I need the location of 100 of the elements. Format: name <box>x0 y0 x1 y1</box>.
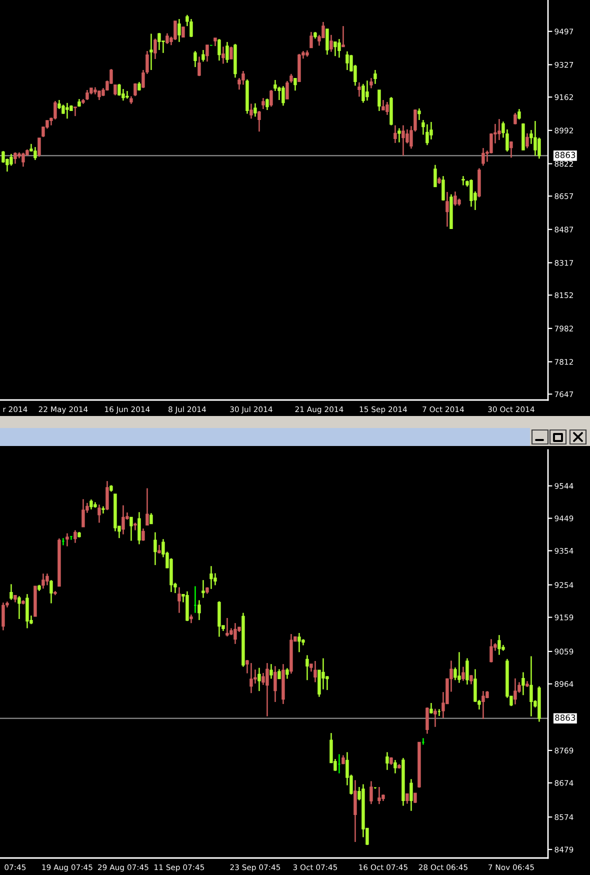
candlestick <box>210 565 213 590</box>
candlestick <box>202 579 205 598</box>
candlestick <box>398 128 401 143</box>
candlestick <box>230 46 233 60</box>
candlestick <box>150 33 153 71</box>
candlestick <box>154 532 157 566</box>
candlestick <box>258 667 261 692</box>
candlestick <box>482 690 485 720</box>
candlestick <box>98 504 101 524</box>
candlestick <box>74 106 77 117</box>
candlestick <box>178 586 181 614</box>
candlestick <box>222 46 225 64</box>
candlestick <box>426 706 429 734</box>
candlestick <box>470 674 473 685</box>
candlestick <box>510 140 513 158</box>
candlestick <box>462 175 465 186</box>
candlestick <box>262 672 265 686</box>
candlestick <box>278 668 281 680</box>
candlestick <box>306 654 309 681</box>
candlestick <box>514 112 517 125</box>
candlestick <box>82 498 85 528</box>
candlestick <box>218 38 221 62</box>
candlestick <box>182 26 185 38</box>
ref-line-label: 8863 <box>555 152 576 158</box>
candlestick <box>458 651 461 684</box>
candlestick <box>334 40 337 57</box>
candlestick <box>66 532 69 547</box>
candlestick <box>194 50 197 68</box>
candlestick <box>342 25 345 48</box>
candlestick <box>250 103 253 120</box>
candlestick <box>18 596 21 620</box>
candlestick <box>378 89 381 112</box>
candlestick <box>366 80 369 102</box>
candlestick <box>42 572 45 590</box>
candlestick <box>378 786 381 805</box>
candlestick <box>38 137 41 158</box>
candlestick <box>198 600 201 621</box>
candlestick <box>126 90 129 100</box>
candlestick <box>190 18 193 38</box>
candlestick <box>254 102 257 118</box>
candlestick <box>482 147 485 166</box>
candlestick <box>62 104 65 115</box>
candlestick <box>14 152 17 164</box>
candlestick <box>178 18 181 43</box>
candlestick <box>122 88 125 102</box>
candlestick <box>454 190 457 206</box>
candlestick <box>402 124 405 156</box>
candlestick <box>406 793 409 804</box>
candlestick <box>286 668 289 680</box>
candlestick <box>234 622 237 645</box>
candlestick <box>518 108 521 120</box>
candlestick <box>418 108 421 121</box>
candlestick <box>266 662 269 717</box>
candlestick <box>386 101 389 116</box>
candlestick <box>354 780 357 843</box>
candlestick <box>358 82 361 98</box>
candlestick <box>202 49 205 62</box>
candlestick <box>258 110 261 132</box>
candlestick <box>526 132 529 149</box>
candlestick <box>134 82 137 97</box>
candlestick <box>86 89 89 101</box>
candlestick <box>314 660 317 683</box>
candlestick <box>490 638 493 663</box>
candlestick <box>142 528 145 542</box>
candlestick <box>326 28 329 56</box>
candlestick <box>446 191 449 228</box>
candlestick <box>22 152 25 168</box>
candlestick <box>410 778 413 812</box>
candlestick <box>426 124 429 146</box>
candlestick <box>106 480 109 511</box>
candlestick <box>10 584 13 601</box>
candlestick <box>530 656 533 717</box>
candlestick <box>374 69 377 85</box>
candlestick <box>174 20 177 41</box>
candlestick <box>102 506 105 514</box>
candlestick <box>338 38 341 58</box>
candlestick <box>382 99 385 111</box>
candlestick <box>362 83 365 104</box>
candlestick <box>2 602 5 631</box>
candlestick <box>466 658 469 686</box>
candlestick <box>470 178 473 208</box>
candlestick <box>98 90 101 101</box>
candlestick <box>226 617 229 638</box>
candlestick <box>150 512 153 524</box>
candlestick <box>462 666 465 682</box>
candlestick <box>146 488 149 526</box>
candlestick <box>206 44 209 62</box>
candlestick <box>34 146 37 161</box>
candlestick <box>522 672 525 696</box>
candlestick <box>386 752 389 771</box>
candlestick <box>114 84 117 96</box>
candlestick <box>294 77 297 92</box>
candlestick <box>46 572 49 586</box>
candlestick <box>498 634 501 656</box>
candlestick <box>434 164 437 188</box>
candlestick <box>394 759 397 774</box>
ref-line-label: 8863 <box>555 714 576 721</box>
candlestick <box>274 665 277 703</box>
candlestick <box>534 120 537 156</box>
candlestick <box>198 56 201 77</box>
